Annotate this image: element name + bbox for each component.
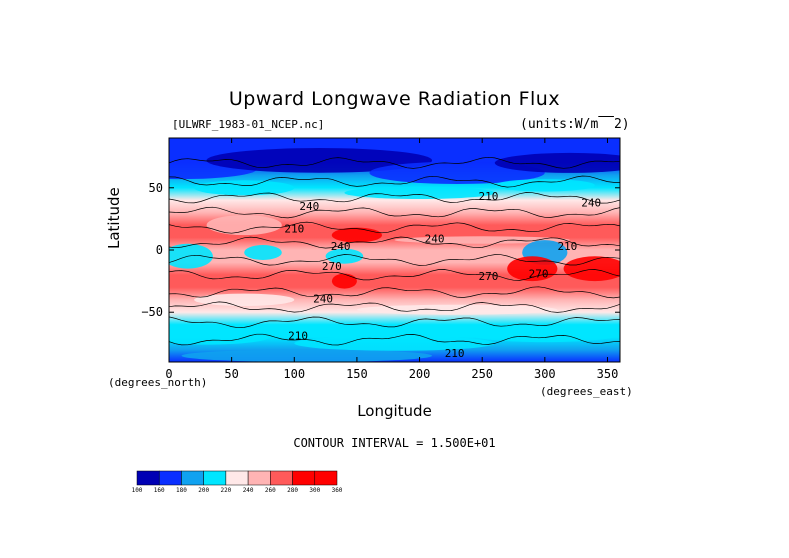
x-axis-title: Longitude — [357, 402, 432, 420]
chart-title: Upward Longwave Radiation Flux — [228, 88, 561, 110]
y-axis-title: Latitude — [105, 187, 123, 249]
flux-blob — [169, 243, 213, 269]
contour-line — [169, 254, 620, 266]
contour-label: 270 — [529, 267, 549, 280]
flux-blob — [563, 256, 620, 282]
contour-line — [169, 236, 620, 249]
flux-blob — [325, 248, 364, 264]
contour-label: 240 — [581, 196, 601, 209]
contour-label: 270 — [322, 260, 342, 273]
flux-blob — [494, 152, 620, 173]
contour-label-group: 210 240 240 210 240 240 210 270 270 270 240 210 210 — [284, 190, 601, 360]
flux-anomaly-blobs — [169, 148, 620, 362]
colorbar-swatch — [136, 470, 160, 486]
y-tick-label: 50 — [149, 181, 163, 195]
y-tick-label: 0 — [156, 243, 163, 257]
dataset-filename: [ULWRF_1983-01_NCEP.nc] — [172, 118, 325, 131]
colorbar-swatch — [181, 470, 204, 486]
flux-blob — [369, 161, 545, 184]
colorbar-label: 280 — [287, 487, 298, 494]
flux-blob — [181, 349, 433, 362]
contour-label: 270 — [479, 270, 499, 283]
flux-blob — [331, 273, 357, 289]
x-tick-label: 350 — [597, 367, 619, 381]
x-axis-unit-note: (degrees_east) — [540, 385, 633, 398]
x-tick-label: 100 — [283, 367, 305, 381]
contour-label: 210 — [284, 223, 304, 236]
colorbar-label: 260 — [265, 487, 276, 494]
flux-blob — [507, 256, 558, 282]
colorbar-label: 200 — [198, 487, 209, 494]
colorbar-swatch — [225, 470, 249, 486]
colorbar: 100 160 180 200 220 240 260 280 300 360 — [132, 470, 343, 494]
flux-blob — [206, 215, 282, 236]
contour-label: 240 — [331, 240, 351, 253]
y-tick-label: −50 — [141, 305, 163, 319]
x-tick-label: 200 — [409, 367, 431, 381]
contour-label: 240 — [313, 292, 333, 305]
colorbar-swatch — [247, 470, 271, 486]
y-axis-unit-note: (degrees_north) — [108, 376, 208, 389]
y-axis: 50 0 −50 — [141, 181, 620, 319]
contour-line — [169, 221, 620, 234]
colorbar-swatch — [314, 470, 338, 486]
colorbar-label: 300 — [309, 487, 320, 494]
contour-line — [169, 316, 620, 329]
contour-label: 210 — [557, 240, 577, 253]
units-label: (units:W/m 2) — [520, 117, 630, 132]
x-tick-label: 50 — [224, 367, 238, 381]
contour-line — [169, 192, 620, 204]
colorbar-label: 160 — [154, 487, 165, 494]
contour-lines — [169, 156, 620, 346]
contour-label: 210 — [445, 347, 465, 360]
x-axis: 0 50 100 150 200 250 300 350 — [165, 138, 618, 381]
x-tick-label: 300 — [534, 367, 556, 381]
flux-blob — [344, 186, 495, 199]
contour-line — [169, 333, 620, 346]
colorbar-label: 360 — [332, 487, 343, 494]
colorbar-swatch — [292, 470, 316, 486]
contour-line — [169, 206, 620, 219]
contour-label: 240 — [425, 233, 445, 246]
x-tick-label: 0 — [165, 367, 172, 381]
contour-label: 210 — [288, 330, 308, 343]
colorbar-swatch — [270, 470, 293, 486]
contour-line — [169, 301, 620, 313]
flux-blob — [206, 148, 433, 173]
flux-blob — [194, 293, 295, 306]
flux-blob — [244, 245, 282, 260]
contour-label: 210 — [479, 190, 499, 203]
flux-blob — [469, 327, 620, 343]
flux-blob — [331, 227, 382, 243]
contour-line — [169, 286, 620, 299]
flux-blob — [294, 335, 495, 351]
colorbar-label: 100 — [132, 487, 143, 494]
colorbar-label: 220 — [220, 487, 231, 494]
colorbar-label: 180 — [176, 487, 187, 494]
x-tick-label: 250 — [471, 367, 493, 381]
flux-blob — [356, 304, 558, 315]
colorbar-swatch — [158, 470, 182, 486]
colorbar-swatch — [203, 470, 227, 486]
x-tick-label: 150 — [346, 367, 368, 381]
flux-blob — [194, 180, 295, 196]
contour-label: 240 — [299, 200, 319, 213]
flux-blob — [169, 329, 270, 345]
contour-line — [169, 156, 620, 169]
flux-blob — [494, 179, 595, 192]
flux-blob — [394, 236, 570, 244]
contour-interval-note: CONTOUR INTERVAL = 1.500E+01 — [293, 436, 496, 450]
contour-line — [169, 269, 620, 281]
contour-line — [169, 175, 620, 188]
colorbar-label: 240 — [243, 487, 254, 494]
